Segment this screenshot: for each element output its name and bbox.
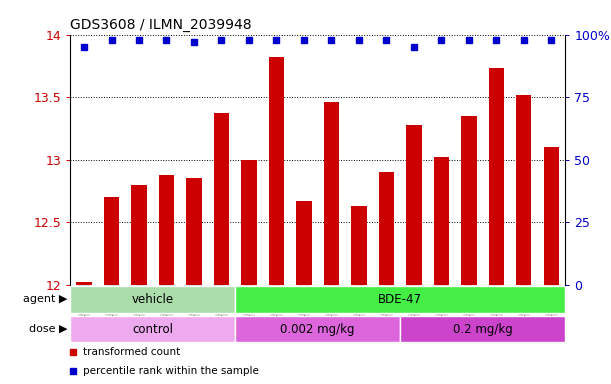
Text: transformed count: transformed count (82, 347, 180, 357)
Bar (159, 175, 174, 285)
Text: 0.002 mg/kg: 0.002 mg/kg (280, 323, 355, 336)
Text: 0.2 mg/kg: 0.2 mg/kg (453, 323, 513, 336)
Text: percentile rank within the sample: percentile rank within the sample (82, 366, 258, 376)
Bar (461, 116, 477, 285)
Text: BDE-47: BDE-47 (378, 293, 422, 306)
Bar (214, 113, 229, 285)
Text: agent ▶: agent ▶ (23, 295, 67, 305)
Text: GDS3608 / ILMN_2039948: GDS3608 / ILMN_2039948 (70, 18, 252, 32)
Bar (516, 94, 532, 285)
Bar (76, 282, 92, 285)
Bar (70, 286, 235, 313)
Bar (186, 179, 202, 285)
Bar (131, 185, 147, 285)
Bar (489, 68, 504, 285)
Text: vehicle: vehicle (132, 293, 174, 306)
Bar (241, 160, 257, 285)
Bar (104, 197, 119, 285)
Bar (235, 286, 565, 313)
Bar (235, 316, 400, 342)
Bar (296, 201, 312, 285)
Bar (544, 147, 559, 285)
Bar (70, 316, 235, 342)
Bar (434, 157, 449, 285)
Bar (379, 172, 394, 285)
Bar (406, 124, 422, 285)
Bar (269, 57, 284, 285)
Text: dose ▶: dose ▶ (29, 324, 67, 334)
Bar (400, 316, 565, 342)
Bar (324, 102, 339, 285)
Text: control: control (132, 323, 174, 336)
Bar (351, 206, 367, 285)
